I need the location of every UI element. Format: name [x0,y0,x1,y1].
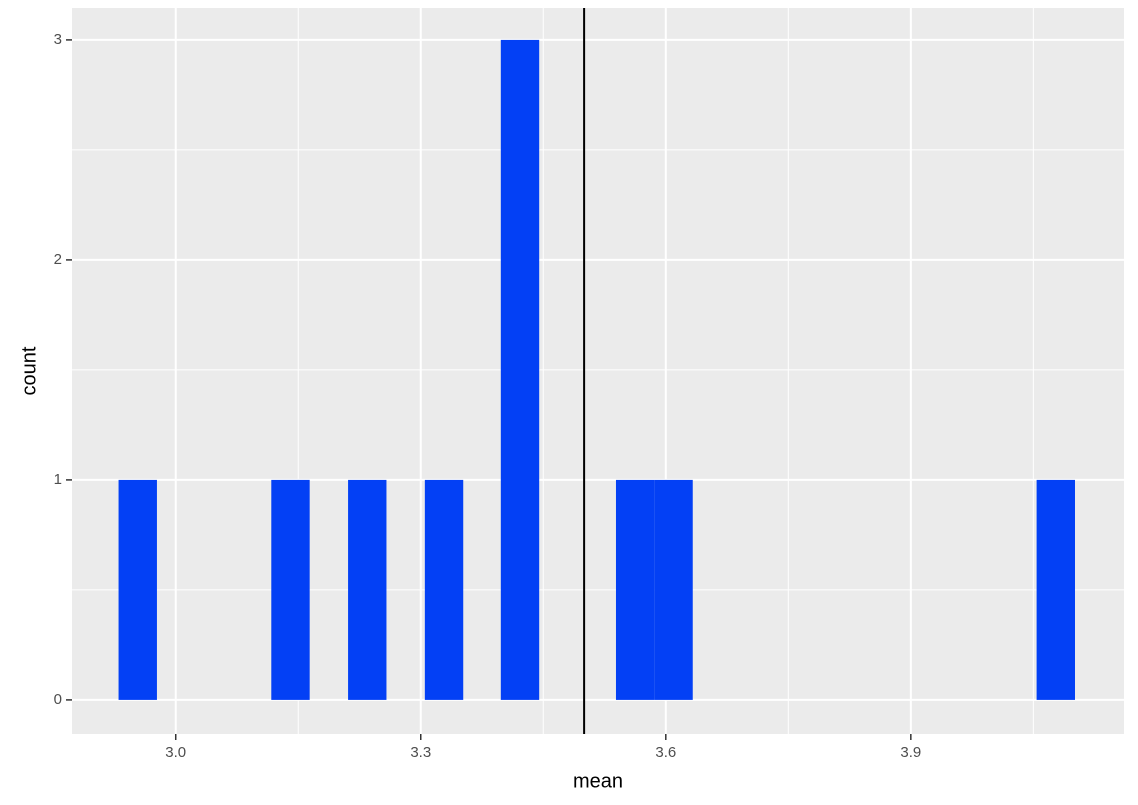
panel [72,8,1124,734]
bar [1036,479,1075,700]
x-tick-label: 3.6 [655,744,676,761]
y-tick-label: 1 [54,471,62,488]
y-tick-label: 0 [54,691,62,708]
y-tick-label: 3 [54,31,62,48]
bar [615,479,655,700]
x-tick-label: 3.0 [165,744,186,761]
y-axis-title: count [18,346,40,395]
bar [271,479,310,700]
bar [118,479,157,700]
x-axis-title: mean [573,770,623,792]
bar [348,479,387,700]
y-tick-label: 2 [54,251,62,268]
bar [500,39,540,700]
bar [654,479,693,700]
x-tick-label: 3.3 [410,744,431,761]
x-tick-label: 3.9 [900,744,921,761]
bar [424,479,464,700]
